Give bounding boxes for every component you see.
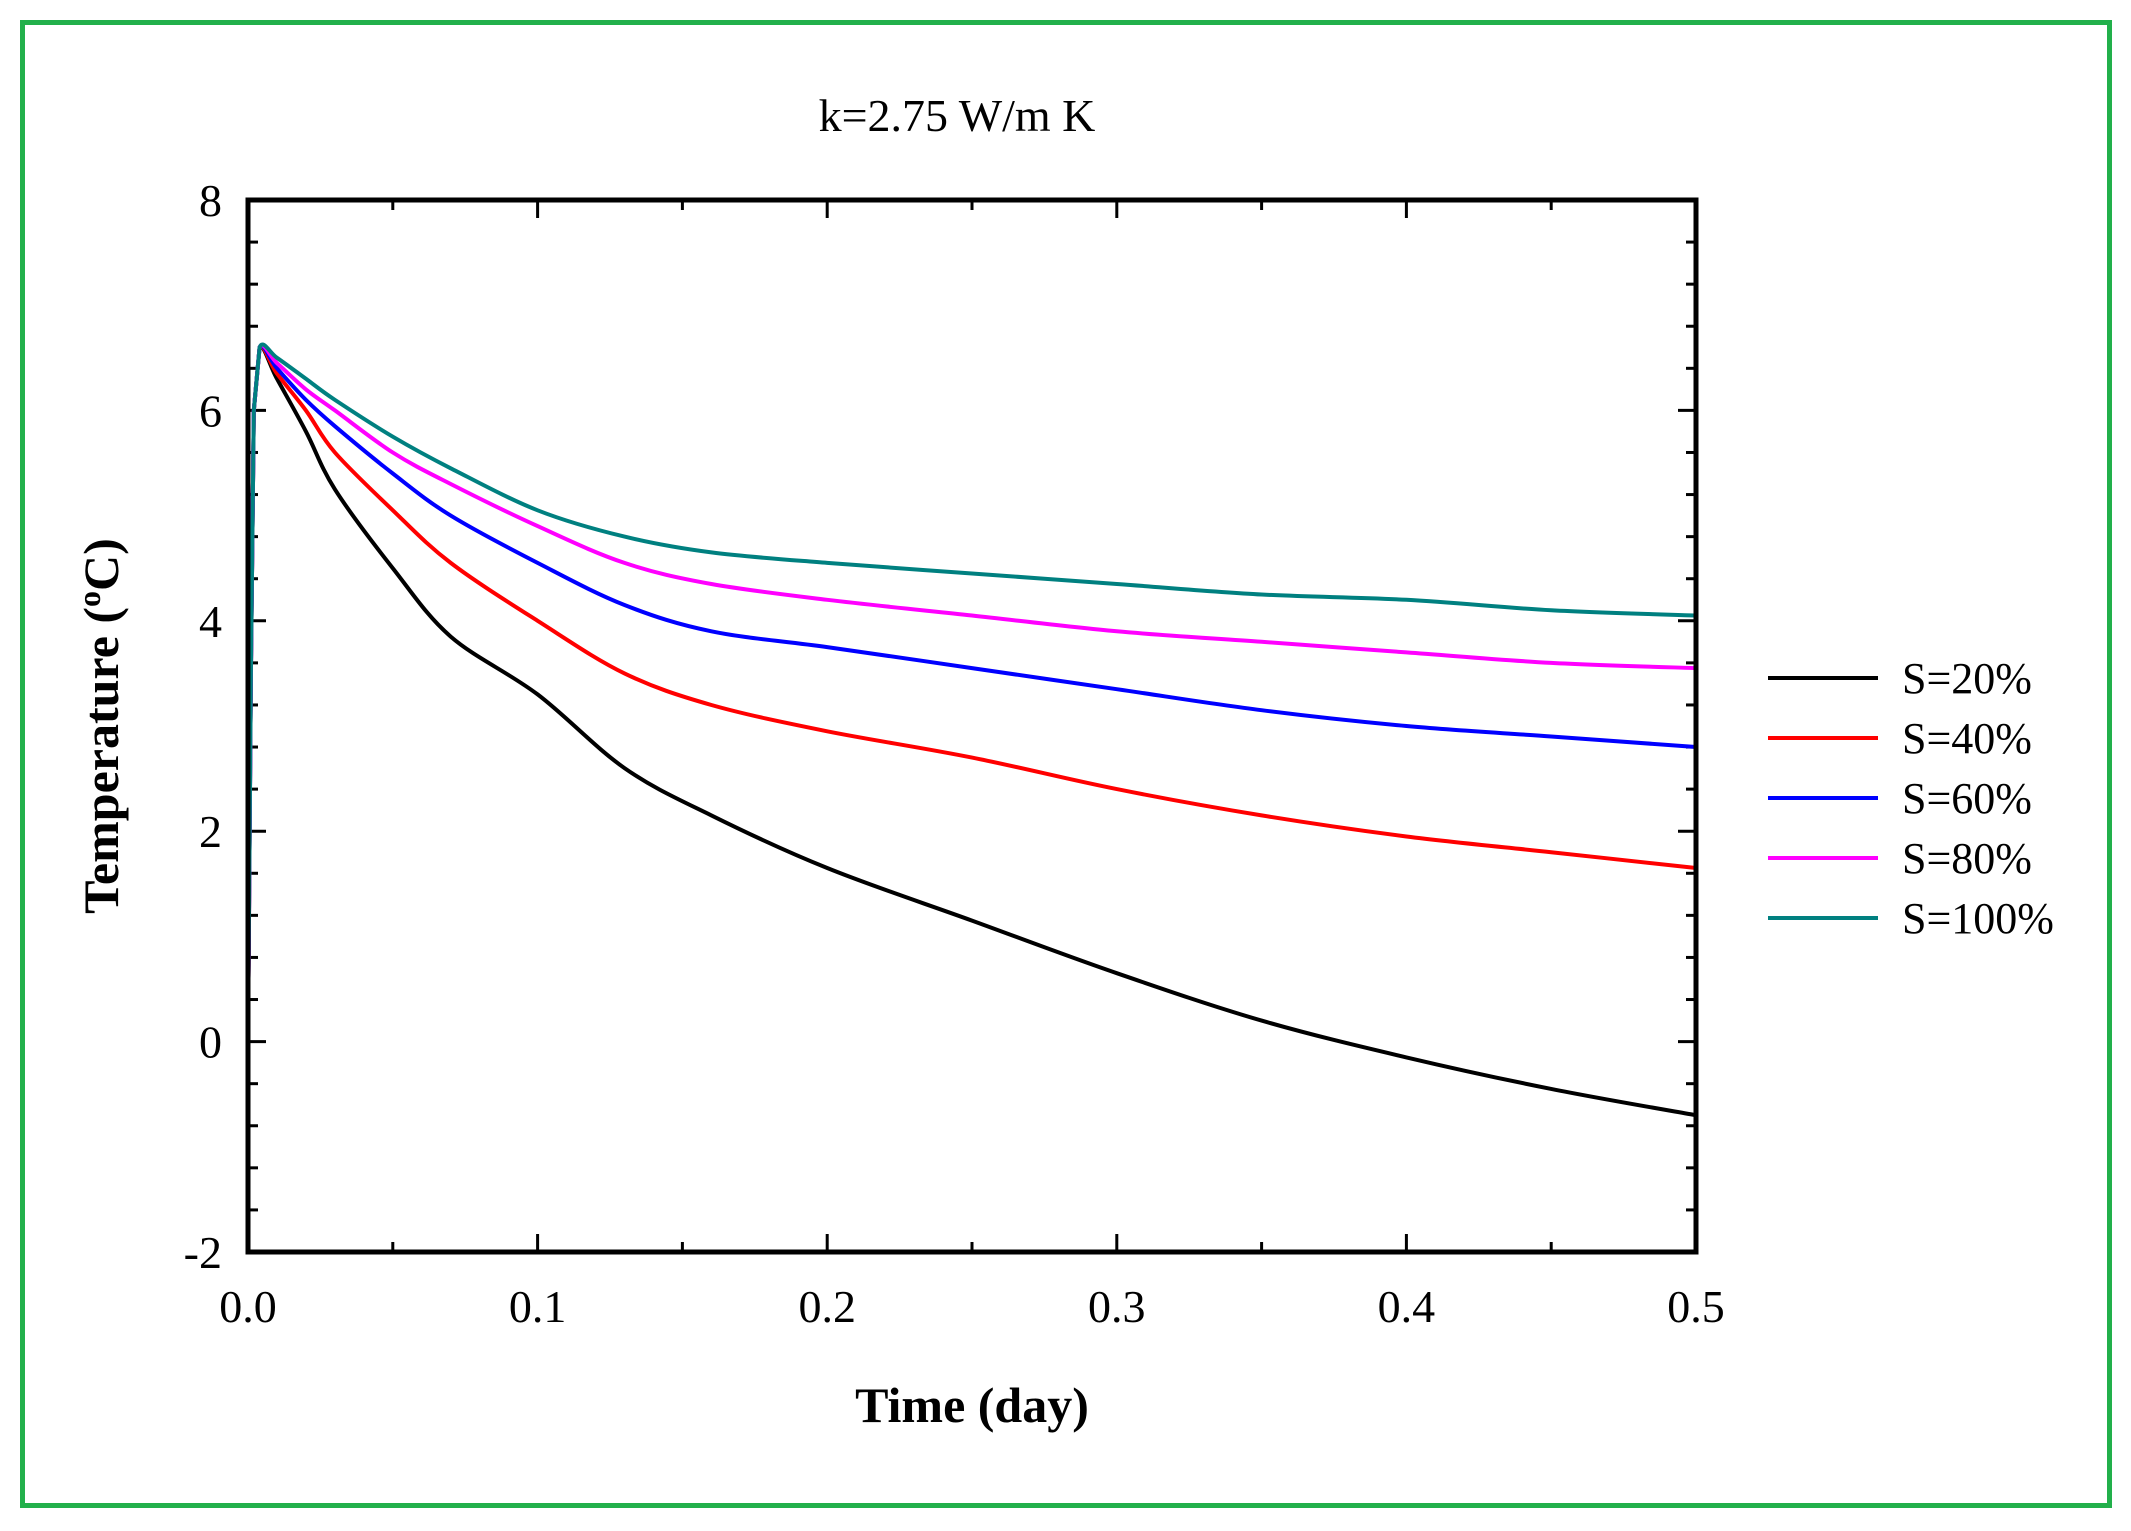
series-line xyxy=(246,344,1697,1118)
legend-label: S=80% xyxy=(1902,834,2032,883)
x-tick-label: 0.4 xyxy=(1378,1281,1436,1332)
figure-frame xyxy=(20,20,2112,1508)
y-tick-label: 2 xyxy=(199,806,222,857)
legend-label: S=100% xyxy=(1902,894,2054,943)
y-tick-label: 8 xyxy=(199,175,222,226)
legend-label: S=60% xyxy=(1902,774,2032,823)
y-tick-label: -2 xyxy=(184,1227,222,1278)
x-tick-label: 0.0 xyxy=(219,1281,277,1332)
chart-title: k=2.75 W/m K xyxy=(819,90,1096,141)
y-tick-label: 6 xyxy=(199,385,222,436)
x-tick-label: 0.2 xyxy=(798,1281,856,1332)
series-line xyxy=(246,342,1697,1042)
series-line xyxy=(246,343,1697,1042)
x-axis-label: Time (day) xyxy=(855,1377,1089,1433)
x-tick-labels: 0.0 0.1 0.2 0.3 0.4 0.5 xyxy=(219,1281,1725,1332)
axis-ticks xyxy=(246,198,1698,1254)
x-tick-label: 0.5 xyxy=(1667,1281,1725,1332)
series-line xyxy=(246,344,1697,1042)
x-tick-label: 0.1 xyxy=(509,1281,567,1332)
plot-area-border xyxy=(245,197,1699,1255)
x-tick-label: 0.3 xyxy=(1088,1281,1146,1332)
y-tick-label: 4 xyxy=(199,596,222,647)
y-axis-label: Temperature (oC) xyxy=(71,538,129,914)
legend: S=20% S=40% S=60% S=80% S=100% xyxy=(1768,654,2054,943)
legend-label: S=40% xyxy=(1902,714,2032,763)
series-line xyxy=(246,343,1697,1042)
data-series xyxy=(246,342,1697,1118)
y-tick-labels: -2 0 2 4 6 8 xyxy=(184,175,222,1278)
y-tick-label: 0 xyxy=(199,1017,222,1068)
legend-label: S=20% xyxy=(1902,654,2032,703)
